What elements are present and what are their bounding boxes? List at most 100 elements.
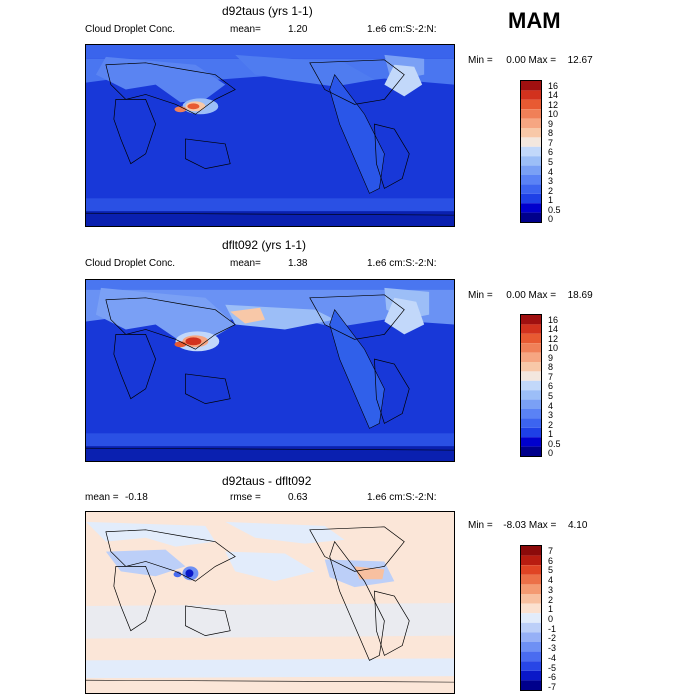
map-svg bbox=[86, 512, 454, 693]
colorbar-tick-label: 7 bbox=[548, 545, 554, 556]
colorbar-swatch bbox=[521, 651, 541, 662]
colorbar-svg bbox=[521, 81, 541, 222]
map-svg bbox=[86, 280, 454, 461]
colorbar-swatch bbox=[521, 380, 541, 391]
colorbar bbox=[520, 80, 542, 223]
colorbar-tick-label: 10 bbox=[548, 109, 559, 120]
colorbar-tick-label: 6 bbox=[548, 381, 554, 392]
map-plot bbox=[85, 44, 455, 227]
min-value: 0.00 bbox=[506, 55, 526, 66]
max-value: 12.67 bbox=[567, 55, 593, 66]
colorbar-swatch bbox=[521, 555, 541, 566]
colorbar-tick-label: 3 bbox=[548, 176, 554, 187]
colorbar-tick-label: 6 bbox=[548, 147, 554, 158]
colorbar-swatch bbox=[521, 109, 541, 119]
rmse-label: rmse = bbox=[230, 492, 261, 503]
colorbar-swatch bbox=[521, 203, 541, 213]
colorbar-tick-label: 0.5 bbox=[548, 204, 561, 215]
colorbar-tick-label: 1 bbox=[548, 195, 554, 206]
colorbar-tick-label: 7 bbox=[548, 371, 554, 382]
colorbar-swatch bbox=[521, 399, 541, 409]
colorbar-swatch bbox=[521, 324, 541, 334]
colorbar-swatch bbox=[521, 362, 541, 372]
colorbar-swatch bbox=[521, 390, 541, 400]
colorbar-swatch bbox=[521, 594, 541, 604]
panel-title: d92taus - dflt092 bbox=[222, 474, 312, 488]
colorbar bbox=[520, 545, 542, 691]
colorbar-swatch bbox=[521, 437, 541, 447]
colorbar-swatch bbox=[521, 622, 541, 633]
colorbar-tick-label: 9 bbox=[548, 352, 554, 363]
mean-value: -0.18 bbox=[125, 492, 148, 503]
colorbar-tick-label: 2 bbox=[548, 594, 554, 605]
colorbar-swatch bbox=[521, 315, 541, 325]
colorbar-swatch bbox=[521, 352, 541, 362]
colorbar-swatch bbox=[521, 165, 541, 175]
colorbar-tick-label: 5 bbox=[548, 156, 554, 167]
colorbar-tick-label: 0 bbox=[548, 448, 554, 459]
colorbar-tick-label: 14 bbox=[548, 324, 559, 335]
colorbar-tick-label: 8 bbox=[548, 362, 554, 373]
colorbar-swatch bbox=[521, 574, 541, 585]
colorbar-swatch bbox=[521, 371, 541, 381]
colorbar-swatch bbox=[521, 90, 541, 100]
colorbar-swatch bbox=[521, 409, 541, 419]
mean-value: 1.20 bbox=[288, 24, 308, 35]
colorbar-tick-label: 12 bbox=[548, 333, 559, 344]
colorbar-tick-label: 2 bbox=[548, 185, 554, 196]
variable-label: Cloud Droplet Conc. bbox=[85, 24, 176, 35]
colorbar-tick-label: 3 bbox=[548, 584, 554, 595]
colorbar-swatch bbox=[521, 184, 541, 194]
colorbar-tick-label: -1 bbox=[548, 623, 557, 634]
min-value: 0.00 bbox=[506, 290, 526, 301]
colorbar-tick-label: 4 bbox=[548, 575, 554, 586]
variable-label: Cloud Droplet Conc. bbox=[85, 258, 176, 269]
colorbar-swatch bbox=[521, 175, 541, 185]
mean-value: 1.38 bbox=[288, 258, 308, 269]
colorbar-tick-label: 9 bbox=[548, 118, 554, 129]
colorbar-tick-label: 10 bbox=[548, 343, 559, 354]
mean-label: mean= bbox=[230, 24, 261, 35]
colorbar-tick-label: 1 bbox=[548, 604, 554, 615]
colorbar-tick-label: -4 bbox=[548, 652, 557, 663]
colorbar-tick-label: 0 bbox=[548, 214, 554, 225]
colorbar-swatch bbox=[521, 603, 541, 614]
min-label: Min = bbox=[468, 520, 493, 531]
mean-label: mean = bbox=[85, 492, 119, 503]
colorbar-tick-label: 8 bbox=[548, 128, 554, 139]
min-max-readout: Min = 0.00 Max = 18.69 bbox=[468, 290, 593, 301]
colorbar-swatch bbox=[521, 343, 541, 353]
colorbar-swatch bbox=[521, 137, 541, 147]
colorbar bbox=[520, 314, 542, 457]
units-label: 1.e6 cm:S:-2:N: bbox=[367, 258, 437, 269]
colorbar-tick-label: 16 bbox=[548, 80, 559, 91]
colorbar-swatch bbox=[521, 193, 541, 204]
colorbar-swatch bbox=[521, 565, 541, 575]
colorbar-tick-label: 14 bbox=[548, 90, 559, 101]
colorbar-swatch bbox=[521, 446, 541, 456]
colorbar-swatch bbox=[521, 146, 541, 157]
max-label: Max = bbox=[528, 520, 557, 531]
min-value: -8.03 bbox=[503, 520, 527, 531]
colorbar-swatch bbox=[521, 661, 541, 671]
colorbar-tick-label: 0 bbox=[548, 613, 554, 624]
colorbar-swatch bbox=[521, 613, 541, 623]
panel-title: dflt092 (yrs 1-1) bbox=[222, 238, 307, 252]
colorbar-swatch bbox=[521, 427, 541, 438]
panel-title: d92taus (yrs 1-1) bbox=[222, 4, 313, 18]
colorbar-swatch bbox=[521, 99, 541, 110]
min-label: Min = bbox=[468, 290, 493, 301]
colorbar-svg bbox=[521, 315, 541, 456]
colorbar-swatch bbox=[521, 546, 541, 556]
colorbar-tick-label: 6 bbox=[548, 555, 554, 566]
rmse-value: 0.63 bbox=[288, 492, 308, 503]
max-label: Max = bbox=[528, 55, 557, 66]
colorbar-tick-label: -2 bbox=[548, 633, 557, 644]
colorbar-tick-label: -7 bbox=[548, 682, 557, 693]
colorbar-swatch bbox=[521, 670, 541, 681]
mean-label: mean= bbox=[230, 258, 261, 269]
colorbar-swatch bbox=[521, 333, 541, 344]
colorbar-tick-label: -5 bbox=[548, 662, 557, 673]
season-label: MAM bbox=[508, 8, 561, 33]
colorbar-swatch bbox=[521, 584, 541, 594]
